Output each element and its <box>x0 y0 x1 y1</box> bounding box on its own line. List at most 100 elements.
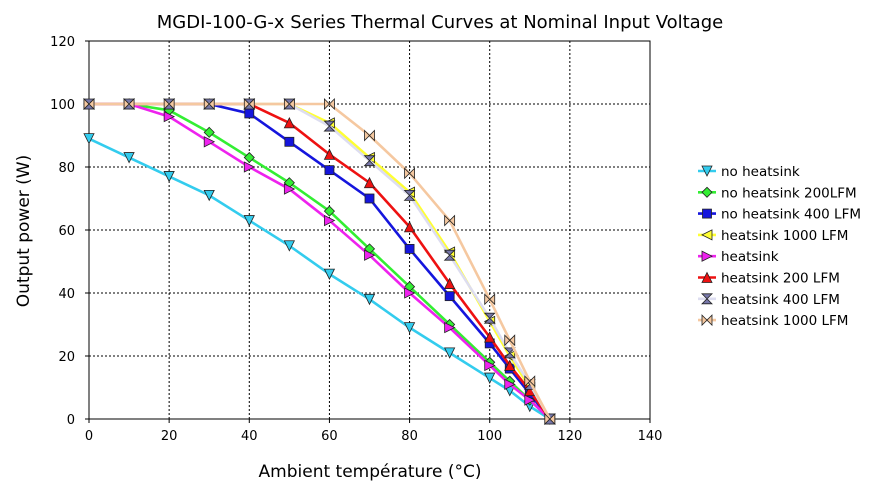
series-point <box>504 334 516 347</box>
series-point <box>443 347 456 359</box>
series-point <box>244 108 255 119</box>
series-point <box>484 372 496 384</box>
series-point <box>443 249 456 261</box>
y-tick-label: 40 <box>58 287 75 302</box>
series-point <box>203 126 215 138</box>
x-tick-label: 100 <box>477 429 502 444</box>
series-point <box>403 220 416 233</box>
x-tick-label: 120 <box>557 429 582 444</box>
series-point <box>163 171 175 183</box>
x-tick-label: 140 <box>638 429 663 444</box>
axis-ticks: 0 20 40 60 80 100 120 140 0 20 40 60 80 100 120 <box>50 35 662 444</box>
series-line <box>89 102 551 420</box>
series-point <box>324 165 335 176</box>
legend-item[interactable]: no heatsink <box>698 164 800 180</box>
series-point <box>484 331 496 343</box>
legend-marker <box>701 229 713 241</box>
series-point <box>404 243 415 254</box>
legend-label: heatsink 1000 LFM <box>721 228 848 244</box>
series-point <box>83 98 95 110</box>
grid-lines <box>89 41 650 419</box>
legend-item[interactable]: heatsink 400 LFM <box>698 292 840 308</box>
legend-item[interactable]: no heatsink 400 LFM <box>698 207 861 223</box>
series-point <box>444 214 456 227</box>
chart-title: MGDI-100-G-x Series Thermal Curves at No… <box>157 12 723 33</box>
series-point <box>484 293 496 306</box>
series-point <box>323 205 335 217</box>
x-tick-label: 0 <box>85 429 93 444</box>
series-point <box>503 347 516 359</box>
legend-marker <box>701 186 713 198</box>
series-point <box>443 277 456 289</box>
legend-item[interactable]: heatsink 1000 LFM <box>698 228 848 244</box>
series-point <box>364 193 375 204</box>
legend-marker <box>701 314 713 327</box>
series-point <box>243 215 255 227</box>
series-point <box>403 322 416 334</box>
series-point <box>364 129 375 142</box>
legend-marker <box>701 165 713 177</box>
series-point <box>123 98 135 110</box>
x-tick-label: 80 <box>401 429 418 444</box>
series-point <box>203 189 215 202</box>
series-point <box>404 287 416 299</box>
y-tick-label: 0 <box>67 413 75 428</box>
y-tick-label: 120 <box>50 35 75 50</box>
x-tick-label: 20 <box>161 429 178 444</box>
x-tick-label: 40 <box>241 429 258 444</box>
series-point <box>284 136 295 147</box>
legend-label: heatsink 200 LFM <box>721 271 840 287</box>
series-point <box>484 359 496 372</box>
series-point <box>283 183 296 195</box>
legend-item[interactable]: heatsink 1000 LFM <box>698 313 848 329</box>
y-tick-label: 60 <box>58 224 75 239</box>
series-point <box>203 136 216 148</box>
series-point <box>323 120 336 132</box>
series-point <box>123 152 135 164</box>
y-tick-label: 80 <box>58 161 75 176</box>
y-tick-label: 100 <box>50 98 75 113</box>
series-point <box>404 167 415 180</box>
legend-item[interactable]: heatsink 200 LFM <box>698 271 840 287</box>
legend-item[interactable]: heatsink <box>698 249 779 265</box>
series-point <box>483 312 496 324</box>
series-point <box>323 268 336 280</box>
series-1 <box>83 133 556 425</box>
legend-label: no heatsink 200LFM <box>721 185 857 201</box>
series-point <box>243 151 255 164</box>
y-axis-label: Output power (W) <box>14 155 34 307</box>
legend-label: no heatsink 400 LFM <box>721 207 861 223</box>
series-point <box>283 240 296 252</box>
legend-item[interactable]: no heatsink 200LFM <box>698 185 857 201</box>
legend-label: no heatsink <box>721 164 800 180</box>
series-point <box>163 98 175 110</box>
legend-label: heatsink <box>721 249 779 265</box>
series-point <box>324 214 336 227</box>
legend-marker <box>701 250 713 262</box>
series-point <box>203 98 215 110</box>
series-point <box>403 189 416 201</box>
series-point <box>283 117 296 129</box>
series-8 <box>83 98 556 425</box>
y-tick-label: 20 <box>58 350 75 365</box>
series-point <box>243 98 255 110</box>
series-point <box>243 161 256 173</box>
x-tick-label: 60 <box>321 429 338 444</box>
legend-marker <box>701 271 713 283</box>
series-point <box>363 293 376 306</box>
series-point <box>363 176 376 189</box>
series-point <box>524 375 536 388</box>
legend-marker <box>701 293 713 305</box>
series-point <box>363 155 376 167</box>
series-line <box>89 102 551 420</box>
series-point <box>504 378 516 390</box>
series-layer <box>83 98 556 425</box>
series-point <box>283 98 295 110</box>
legend[interactable]: no heatsink no heatsink 200LFM no heatsink… <box>698 164 861 329</box>
series-point <box>364 249 376 261</box>
series-point <box>324 98 335 110</box>
legend-label: heatsink 400 LFM <box>721 292 840 308</box>
series-point <box>163 110 176 123</box>
series-point <box>544 413 556 425</box>
